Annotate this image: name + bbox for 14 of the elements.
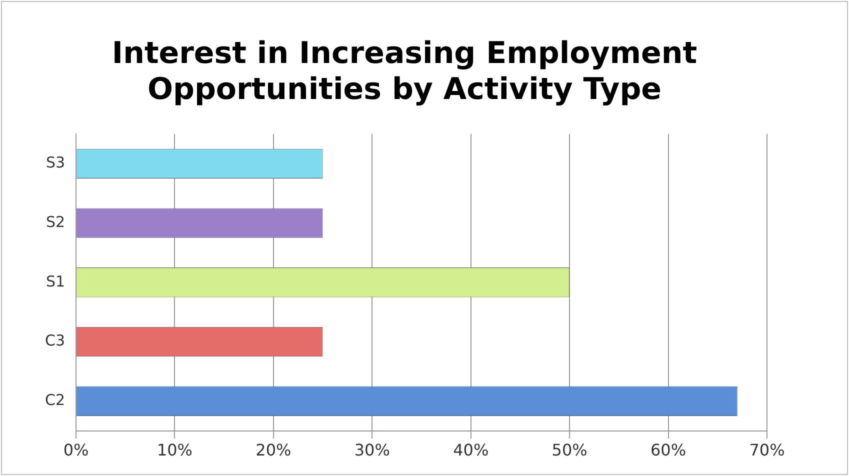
x-tick-label: 20% <box>256 440 292 460</box>
x-tick-label: 70% <box>749 440 785 460</box>
x-tick-label: 50% <box>552 440 588 460</box>
y-tick-label: S3 <box>46 154 66 172</box>
y-tick-label: C3 <box>44 332 66 350</box>
y-tick-label: S1 <box>46 272 66 290</box>
x-tick-label: 60% <box>650 440 686 460</box>
chart-title: Interest in Increasing Employment Opportunities by Activity Type <box>112 36 698 107</box>
x-tick-label: 10% <box>156 440 193 460</box>
x-tick-label: 40% <box>453 440 489 460</box>
x-tick-label: 0% <box>63 440 89 460</box>
y-tick-label: C2 <box>44 391 66 410</box>
x-tick-label: 30% <box>354 440 390 460</box>
y-tick-label: S2 <box>46 212 66 231</box>
